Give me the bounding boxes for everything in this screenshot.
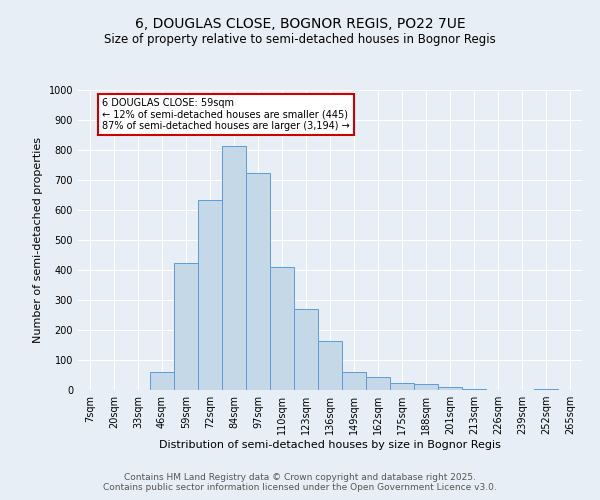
Bar	[150, 372, 174, 390]
Bar	[294, 309, 318, 390]
Bar	[318, 340, 342, 390]
Bar	[246, 172, 270, 390]
Text: 6 DOUGLAS CLOSE: 59sqm
← 12% of semi-detached houses are smaller (445)
87% of se: 6 DOUGLAS CLOSE: 59sqm ← 12% of semi-det…	[102, 98, 350, 130]
Bar	[270, 267, 294, 390]
X-axis label: Distribution of semi-detached houses by size in Bognor Regis: Distribution of semi-detached houses by …	[159, 440, 501, 450]
Text: Contains HM Land Registry data © Crown copyright and database right 2025.
Contai: Contains HM Land Registry data © Crown c…	[103, 473, 497, 492]
Bar	[222, 146, 246, 390]
Bar	[534, 388, 558, 390]
Bar	[462, 388, 486, 390]
Bar	[438, 387, 462, 390]
Y-axis label: Number of semi-detached properties: Number of semi-detached properties	[33, 137, 43, 343]
Bar	[342, 372, 366, 390]
Bar	[414, 384, 438, 390]
Bar	[198, 200, 222, 390]
Bar	[366, 376, 390, 390]
Text: Size of property relative to semi-detached houses in Bognor Regis: Size of property relative to semi-detach…	[104, 32, 496, 46]
Bar	[174, 262, 198, 390]
Text: 6, DOUGLAS CLOSE, BOGNOR REGIS, PO22 7UE: 6, DOUGLAS CLOSE, BOGNOR REGIS, PO22 7UE	[134, 18, 466, 32]
Bar	[390, 382, 414, 390]
